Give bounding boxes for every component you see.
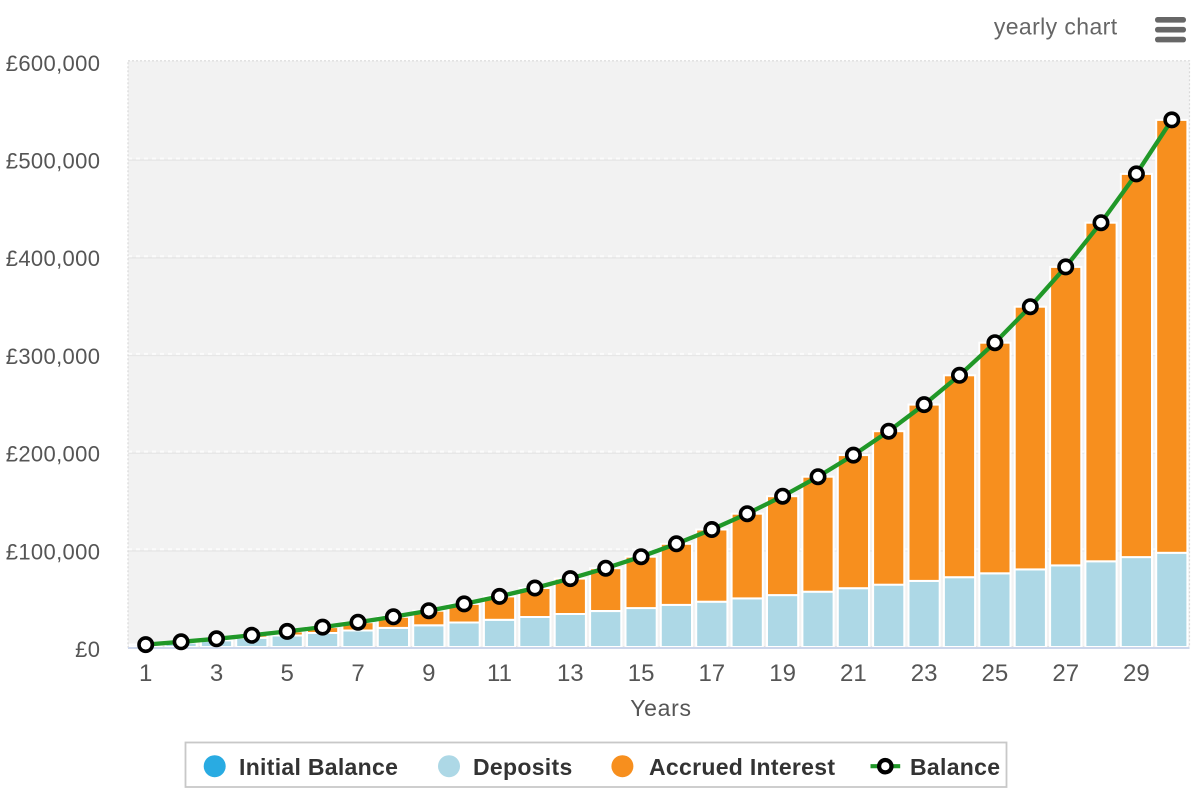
svg-text:13: 13 bbox=[557, 660, 584, 687]
svg-text:£400,000: £400,000 bbox=[6, 246, 101, 271]
svg-text:Initial Balance: Initial Balance bbox=[239, 754, 398, 780]
svg-text:Balance: Balance bbox=[910, 754, 1000, 780]
svg-text:25: 25 bbox=[982, 660, 1009, 687]
svg-text:Years: Years bbox=[630, 695, 691, 721]
svg-text:23: 23 bbox=[911, 660, 938, 687]
svg-text:Accrued Interest: Accrued Interest bbox=[649, 754, 835, 780]
svg-text:3: 3 bbox=[210, 660, 223, 687]
svg-text:£500,000: £500,000 bbox=[6, 149, 101, 174]
svg-text:19: 19 bbox=[769, 660, 796, 687]
svg-text:9: 9 bbox=[422, 660, 435, 687]
svg-text:21: 21 bbox=[840, 660, 867, 687]
svg-text:£0: £0 bbox=[75, 637, 100, 662]
svg-text:yearly chart: yearly chart bbox=[994, 14, 1118, 40]
svg-text:£100,000: £100,000 bbox=[6, 539, 101, 564]
svg-text:7: 7 bbox=[351, 660, 364, 687]
svg-text:17: 17 bbox=[698, 660, 725, 687]
svg-text:5: 5 bbox=[281, 660, 294, 687]
svg-text:£200,000: £200,000 bbox=[6, 442, 101, 467]
svg-text:1: 1 bbox=[139, 660, 152, 687]
svg-text:27: 27 bbox=[1052, 660, 1079, 687]
svg-text:Deposits: Deposits bbox=[473, 754, 573, 780]
svg-text:£600,000: £600,000 bbox=[6, 51, 101, 76]
svg-text:11: 11 bbox=[487, 660, 512, 687]
svg-text:15: 15 bbox=[628, 660, 655, 687]
svg-text:£300,000: £300,000 bbox=[6, 344, 101, 369]
svg-text:29: 29 bbox=[1123, 660, 1150, 687]
